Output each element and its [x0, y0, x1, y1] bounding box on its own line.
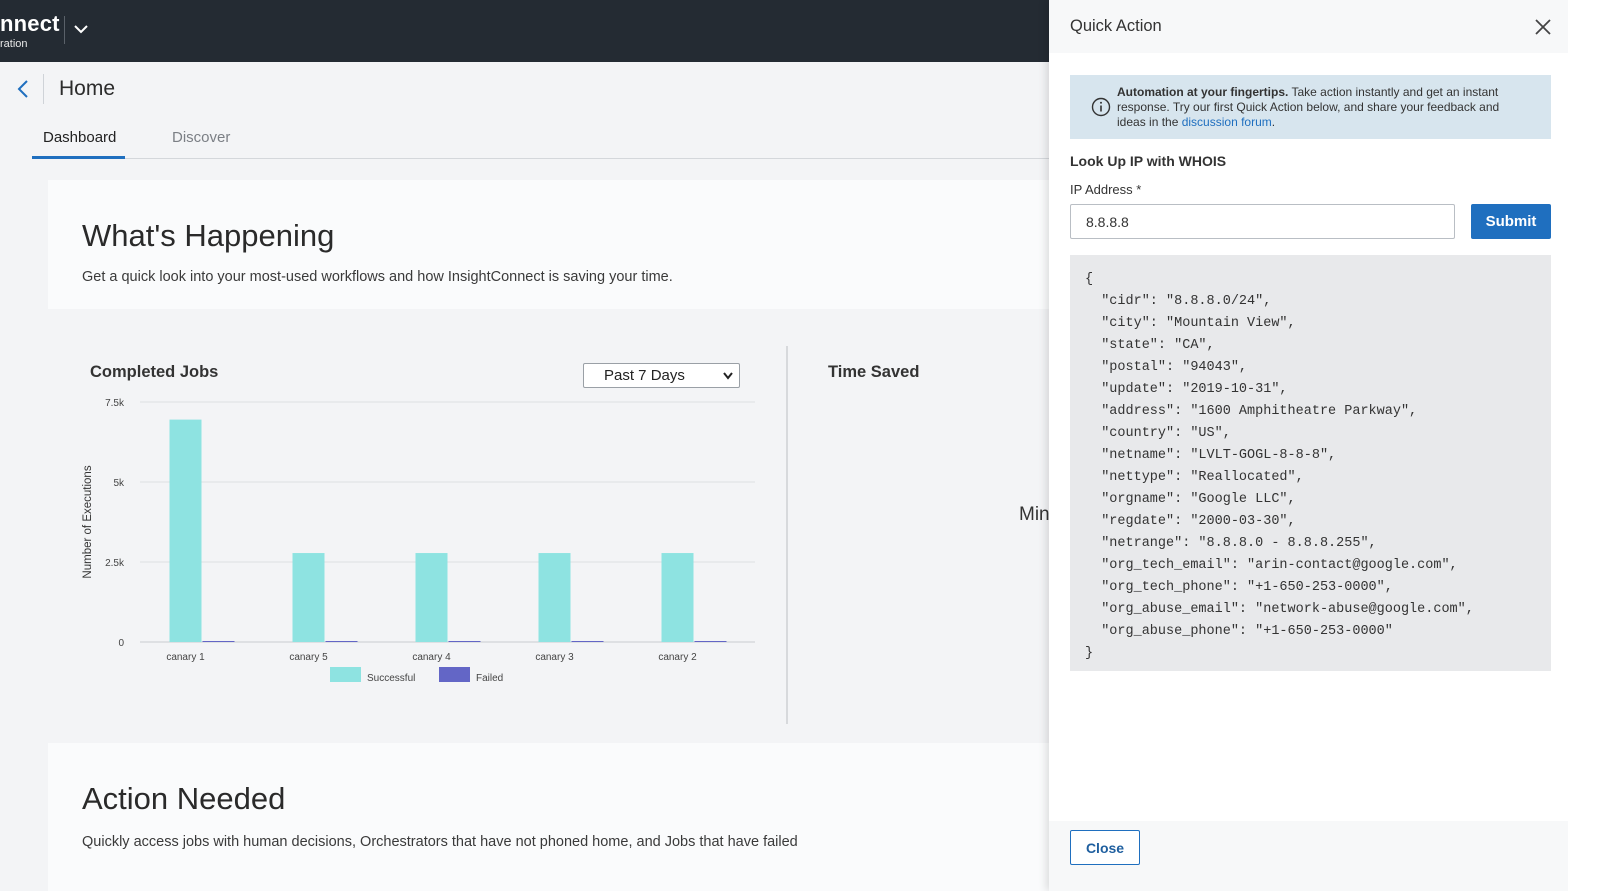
y-tick-label: 7.5k	[105, 398, 125, 409]
top-bar: nnect ration	[0, 0, 1072, 62]
x-tick-label: canary 3	[535, 652, 574, 663]
legend-label: Successful	[367, 673, 415, 684]
whois-result-line: "org_abuse_email": "network-abuse@google…	[1085, 602, 1474, 617]
x-tick-label: canary 5	[289, 652, 328, 663]
whois-result-line: "org_tech_email": "arin-contact@google.c…	[1085, 558, 1458, 573]
close-icon[interactable]	[1534, 18, 1552, 36]
bar-failed	[325, 641, 358, 642]
action-needed-description: Quickly access jobs with human decisions…	[82, 834, 798, 850]
whois-result-line: }	[1085, 646, 1094, 661]
whois-result-text: { "cidr": "8.8.8.0/24", "city": "Mountai…	[1085, 269, 1551, 665]
whois-result-line: "cidr": "8.8.8.0/24",	[1085, 294, 1272, 309]
charts-section: Completed Jobs Past 7 Days 0 2.5k 5k 7.5k Nu…	[48, 324, 1072, 742]
whois-result-line: "address": "1600 Amphitheatre Parkway",	[1085, 404, 1418, 419]
action-needed-card: Action Needed Quickly access jobs with h…	[48, 743, 1072, 891]
close-button[interactable]: Close	[1070, 830, 1140, 865]
whois-result-line: "orgname": "Google LLC",	[1085, 492, 1296, 507]
info-banner-text: Automation at your fingertips. Take acti…	[1117, 85, 1517, 130]
whois-result-line: "update": "2019-10-31",	[1085, 382, 1288, 397]
legend-swatch-failed	[439, 667, 470, 682]
time-saved-title: Time Saved	[828, 363, 920, 381]
topbar-divider	[64, 16, 65, 44]
y-tick-label: 2.5k	[105, 558, 125, 569]
lookup-title: Look Up IP with WHOIS	[1070, 153, 1227, 169]
whois-result-line: {	[1085, 272, 1094, 287]
whois-result-line: "postal": "94043",	[1085, 360, 1248, 375]
brand-subtitle: ration	[0, 38, 28, 50]
right-edge-strip	[1568, 0, 1600, 891]
info-banner-body: Take action instantly and get an instant…	[1117, 85, 1500, 129]
bar-failed	[448, 641, 481, 642]
discussion-forum-link[interactable]: discussion forum	[1181, 115, 1272, 129]
whois-result: { "cidr": "8.8.8.0/24", "city": "Mountai…	[1070, 255, 1551, 671]
tab-discover[interactable]: Discover	[172, 129, 231, 146]
info-banner: Automation at your fingertips. Take acti…	[1070, 75, 1551, 139]
info-banner-bold: Automation at your fingertips.	[1117, 85, 1289, 99]
x-tick-label: canary 1	[166, 652, 205, 663]
main-content: Home Dashboard Discover What's Happening…	[0, 62, 1072, 891]
whois-result-line: "netname": "LVLT-GOGL-8-8-8",	[1085, 448, 1337, 463]
legend-swatch-successful	[330, 667, 361, 682]
charts-divider	[786, 346, 788, 724]
info-circle-icon	[1091, 97, 1111, 117]
chevron-left-icon[interactable]	[14, 78, 32, 100]
ip-address-input[interactable]	[1070, 204, 1455, 239]
chevron-down-icon	[723, 372, 733, 380]
tab-bar: Dashboard Discover	[32, 120, 1072, 159]
whois-result-line: "state": "CA",	[1085, 338, 1215, 353]
bar-successful	[415, 553, 448, 642]
completed-jobs-title: Completed Jobs	[90, 363, 219, 381]
x-tick-label: canary 2	[658, 652, 697, 663]
chevron-down-icon[interactable]	[72, 20, 90, 38]
bar-successful	[169, 419, 202, 642]
y-tick-label: 5k	[113, 478, 125, 489]
page-title: Home	[59, 77, 116, 100]
x-tick-label: canary 4	[412, 652, 451, 663]
drawer-header: Quick Action	[1049, 0, 1568, 53]
bar-successful	[292, 553, 325, 642]
whois-result-line: "nettype": "Reallocated",	[1085, 470, 1304, 485]
brand-name: nnect	[0, 11, 60, 36]
tab-dashboard[interactable]: Dashboard	[32, 129, 125, 159]
whats-happening-title: What's Happening	[82, 218, 335, 253]
bar-successful	[661, 553, 694, 642]
whois-result-line: "org_abuse_phone": "+1-650-253-0000"	[1085, 624, 1393, 639]
drawer-title: Quick Action	[1070, 17, 1162, 35]
ip-address-label: IP Address *	[1070, 182, 1142, 197]
bar-failed	[202, 641, 235, 642]
completed-jobs-chart: 0 2.5k 5k 7.5k Number of Executions canary 1 c…	[82, 398, 755, 684]
submit-button[interactable]: Submit	[1471, 204, 1551, 239]
whois-result-line: "netrange": "8.8.8.0 - 8.8.8.255",	[1085, 536, 1377, 551]
info-banner-end: .	[1271, 115, 1276, 129]
quick-action-drawer: Quick Action Automation at your fingerti…	[1049, 0, 1568, 891]
whats-happening-card: What's Happening Get a quick look into y…	[48, 180, 1072, 309]
bar-successful	[538, 553, 571, 642]
time-range-select[interactable]: Past 7 Days	[583, 363, 740, 388]
legend-label: Failed	[476, 673, 503, 684]
y-tick-label: 0	[118, 638, 124, 649]
time-range-selected: Past 7 Days	[604, 367, 685, 384]
whois-result-line: "org_tech_phone": "+1-650-253-0000",	[1085, 580, 1393, 595]
bar-failed	[571, 641, 604, 642]
time-saved-value-label: Min	[1019, 504, 1050, 525]
whois-result-line: "city": "Mountain View",	[1085, 316, 1296, 331]
whats-happening-description: Get a quick look into your most-used wor…	[82, 269, 673, 285]
whois-result-line: "country": "US",	[1085, 426, 1231, 441]
whois-result-line: "regdate": "2000-03-30",	[1085, 514, 1296, 529]
bar-failed	[694, 641, 727, 642]
y-axis-label: Number of Executions	[82, 465, 94, 578]
action-needed-title: Action Needed	[82, 781, 286, 816]
drawer-footer: Close	[1049, 821, 1568, 891]
header-divider	[43, 74, 44, 104]
